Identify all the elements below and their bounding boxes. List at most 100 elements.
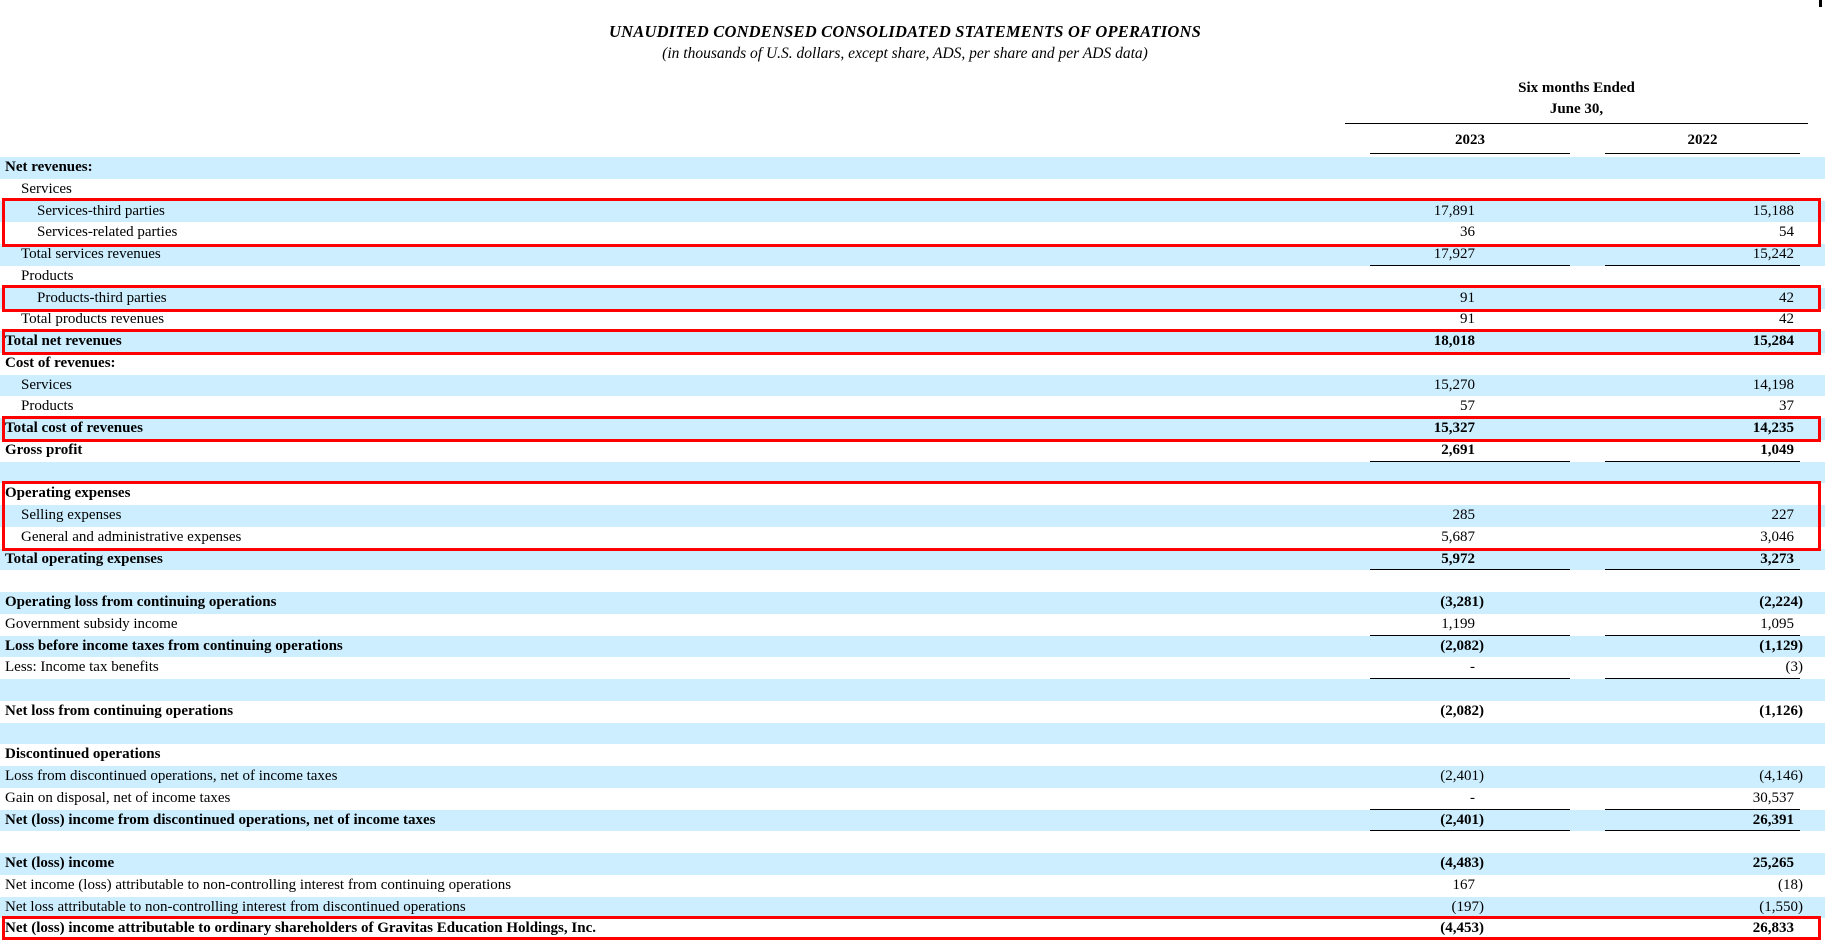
table-row: [0, 831, 1825, 853]
table-row: Net (loss) income attributable to ordina…: [0, 918, 1825, 940]
table-row: Total products revenues 91 42: [0, 309, 1825, 331]
value-2023: [1370, 462, 1570, 484]
value-2022: (18): [1605, 875, 1803, 897]
value-2022: [1605, 570, 1800, 592]
table-row: Less: Income tax benefits - (3): [0, 657, 1825, 679]
value-2022: 3,046: [1605, 527, 1800, 549]
value-2022-text: 1,049: [1760, 441, 1794, 458]
table-row: Selling expenses 285 227: [0, 505, 1825, 527]
row-label: Total cost of revenues: [5, 420, 143, 436]
table-row: Net (loss) income from discontinued oper…: [0, 809, 1825, 832]
row-label: Cost of revenues:: [5, 354, 116, 371]
column-header-2023: 2023: [1370, 128, 1570, 154]
value-2023: [1370, 723, 1570, 745]
row-label: Products: [21, 398, 74, 415]
value-2022-text: 15,242: [1752, 246, 1794, 262]
row-tail-spacer: [1800, 831, 1825, 853]
value-2022-text: 227: [1771, 507, 1795, 523]
row-label: Total products revenues: [21, 311, 165, 328]
row-tail-spacer: [1800, 353, 1825, 375]
row-label: Services-related parties: [37, 224, 178, 241]
value-2023: 15,270: [1370, 375, 1570, 397]
value-2022-text: 1,095: [1760, 615, 1794, 632]
table-row: Services-related parties 36 54: [0, 222, 1825, 244]
row-tail-spacer: [1800, 222, 1825, 244]
row-tail-spacer: [1800, 723, 1825, 745]
table-row: Total services revenues 17,927 15,242: [0, 244, 1825, 266]
table-row: Net loss attributable to non-controlling…: [0, 896, 1825, 919]
value-2022-text: 42: [1779, 289, 1794, 306]
value-2023: 2,691: [1370, 440, 1570, 462]
value-2022: [1605, 353, 1800, 375]
value-2023-text: 1,199: [1441, 615, 1475, 632]
table-row: Products 57 37: [0, 396, 1825, 418]
value-2022: 15,284: [1605, 331, 1800, 353]
row-tail-spacer: [1800, 614, 1825, 636]
value-2022: 30,537: [1605, 788, 1800, 810]
row-tail-spacer: [1800, 744, 1825, 766]
value-2023-text: 17,927: [1433, 246, 1475, 262]
value-2023-text: -: [1470, 789, 1475, 806]
value-2022: 15,242: [1605, 244, 1800, 266]
row-label: Loss before income taxes from continuing…: [5, 637, 343, 654]
value-2022-text: 3,273: [1760, 550, 1794, 567]
value-2022: 227: [1605, 505, 1800, 527]
table-row: [0, 679, 1825, 701]
row-label: Net (loss) income attributable to ordina…: [5, 920, 596, 937]
value-2023: [1370, 353, 1570, 375]
row-tail-spacer: [1800, 657, 1825, 679]
value-2023-text: (2,401): [1440, 768, 1484, 784]
value-2022: [1605, 744, 1800, 766]
value-2023: 167: [1370, 875, 1570, 897]
row-label: Net income (loss) attributable to non-co…: [5, 876, 512, 893]
value-2023: (197): [1370, 897, 1570, 919]
row-tail-spacer: [1800, 157, 1825, 179]
value-2022-text: 15,188: [1752, 202, 1794, 219]
row-tail-spacer: [1800, 853, 1825, 875]
value-2023-text: 17,891: [1433, 202, 1475, 219]
row-tail-spacer: [1800, 244, 1825, 266]
value-2023: 91: [1370, 288, 1570, 310]
value-2022: 14,235: [1605, 418, 1800, 440]
row-label: Operating expenses: [5, 485, 131, 502]
value-2023: (2,401): [1370, 810, 1570, 832]
value-2022: 54: [1605, 222, 1800, 244]
value-2023-text: 36: [1460, 224, 1475, 241]
row-tail-spacer: [1800, 201, 1825, 223]
value-2023-text: 91: [1460, 311, 1475, 328]
value-2023: 17,927: [1370, 244, 1570, 266]
value-2022: (4,146): [1605, 766, 1803, 788]
value-2023: (2,082): [1370, 701, 1570, 723]
row-tail-spacer: [1800, 266, 1825, 288]
row-tail-spacer: [1800, 396, 1825, 418]
value-2023: [1370, 831, 1570, 853]
value-2023: -: [1370, 788, 1570, 810]
value-2022-text: (1,550): [1759, 898, 1803, 915]
period-header-line2: June 30,: [1549, 101, 1604, 117]
value-2023: [1370, 744, 1570, 766]
value-2022-text: 54: [1779, 224, 1794, 241]
value-2022: [1605, 679, 1800, 701]
value-2022-text: 26,833: [1752, 920, 1794, 937]
row-tail-spacer: [1800, 897, 1825, 919]
value-2022: [1605, 462, 1800, 484]
value-2022-text: (3): [1785, 659, 1804, 676]
row-tail-spacer: [1800, 788, 1825, 810]
table-row: Services-third parties 17,891 15,188: [0, 200, 1825, 223]
value-2023: 91: [1370, 309, 1570, 331]
row-label: Less: Income tax benefits: [5, 659, 159, 676]
value-2022: 37: [1605, 396, 1800, 418]
value-2023: (2,082): [1370, 636, 1570, 658]
table-row: Total net revenues 18,018 15,284: [0, 331, 1825, 353]
statement-rows: Net revenues: Services Services-third part…: [0, 157, 1825, 940]
value-2022-text: 15,284: [1752, 333, 1794, 349]
row-tail-spacer: [1800, 440, 1825, 462]
row-tail-spacer: [1800, 918, 1825, 940]
value-2022: 14,198: [1605, 375, 1800, 397]
row-label: Net (loss) income: [5, 855, 115, 871]
value-2022-text: 30,537: [1752, 789, 1794, 806]
value-2022: [1605, 266, 1800, 288]
table-row: [0, 570, 1825, 592]
value-2022: 15,188: [1605, 201, 1800, 223]
table-row: Operating loss from continuing operation…: [0, 592, 1825, 614]
